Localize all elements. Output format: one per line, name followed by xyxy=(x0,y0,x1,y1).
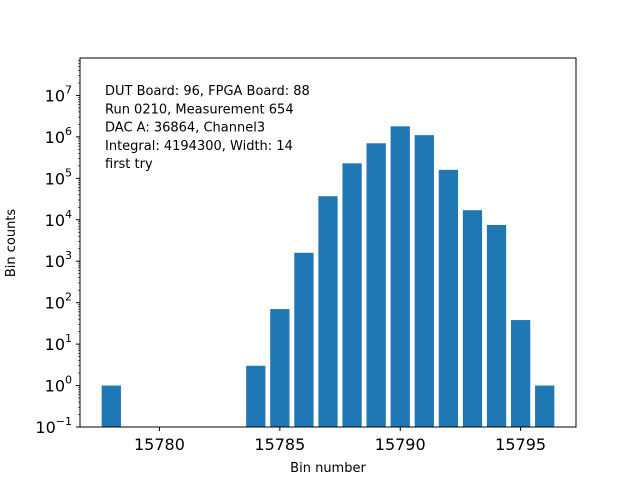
y-tick-label: 104 xyxy=(45,208,72,230)
bar xyxy=(535,385,555,427)
bar xyxy=(486,224,507,427)
annotation-line: first try xyxy=(105,157,153,172)
x-axis-ticks: 15780 15785 15790 15795 xyxy=(134,427,546,454)
bar xyxy=(366,143,386,427)
annotation-textbox: DUT Board: 96, FPGA Board: 88 Run 0210, M… xyxy=(105,84,310,172)
x-tick-label: 15795 xyxy=(495,435,546,454)
bar xyxy=(510,320,531,427)
bar xyxy=(101,385,121,427)
bar xyxy=(414,135,434,427)
x-axis-label: Bin number xyxy=(290,461,366,476)
y-tick-label: 106 xyxy=(45,125,72,147)
bar xyxy=(462,210,483,427)
bars-group xyxy=(101,126,555,428)
plot-frame xyxy=(79,57,577,428)
annotation-line: Integral: 4194300, Width: 14 xyxy=(105,139,293,154)
annotation-line: Run 0210, Measurement 654 xyxy=(105,102,294,117)
y-axis-ticks: 10−1 100 101 102 103 104 105 106 107 xyxy=(35,60,80,437)
annotation-line: DUT Board: 96, FPGA Board: 88 xyxy=(105,84,310,99)
bar xyxy=(294,252,314,427)
bar xyxy=(342,163,362,427)
y-axis-label: Bin counts xyxy=(4,209,19,278)
bar xyxy=(318,196,338,427)
y-tick-label: 103 xyxy=(45,249,72,271)
y-tick-label: 105 xyxy=(45,166,72,188)
y-tick-label: 102 xyxy=(45,291,72,313)
y-tick-label: 100 xyxy=(45,374,72,396)
bar xyxy=(390,126,410,428)
x-tick-label: 15780 xyxy=(134,435,185,454)
x-tick-label: 15785 xyxy=(254,435,305,454)
annotation-line: DAC A: 36864, Channel3 xyxy=(105,121,265,136)
y-tick-label: 10−1 xyxy=(35,415,72,437)
y-tick-label: 101 xyxy=(45,332,72,354)
bar xyxy=(438,169,459,427)
y-tick-label: 107 xyxy=(45,83,72,105)
x-tick-label: 15790 xyxy=(375,435,426,454)
bar xyxy=(246,365,266,427)
bar xyxy=(270,309,290,427)
